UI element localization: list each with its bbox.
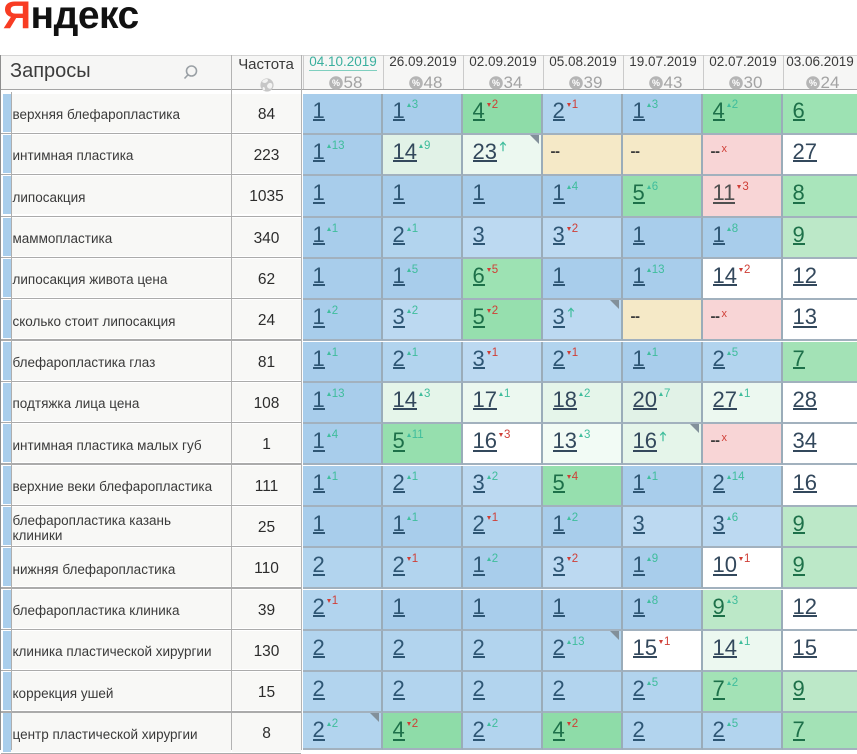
svg-text:%: % <box>651 78 659 88</box>
svg-text:%: % <box>331 78 339 88</box>
svg-text:%: % <box>731 78 739 88</box>
svg-text:%: % <box>808 78 816 88</box>
svg-text:%: % <box>411 78 419 88</box>
svg-text:%: % <box>491 78 499 88</box>
svg-text:%: % <box>571 78 579 88</box>
